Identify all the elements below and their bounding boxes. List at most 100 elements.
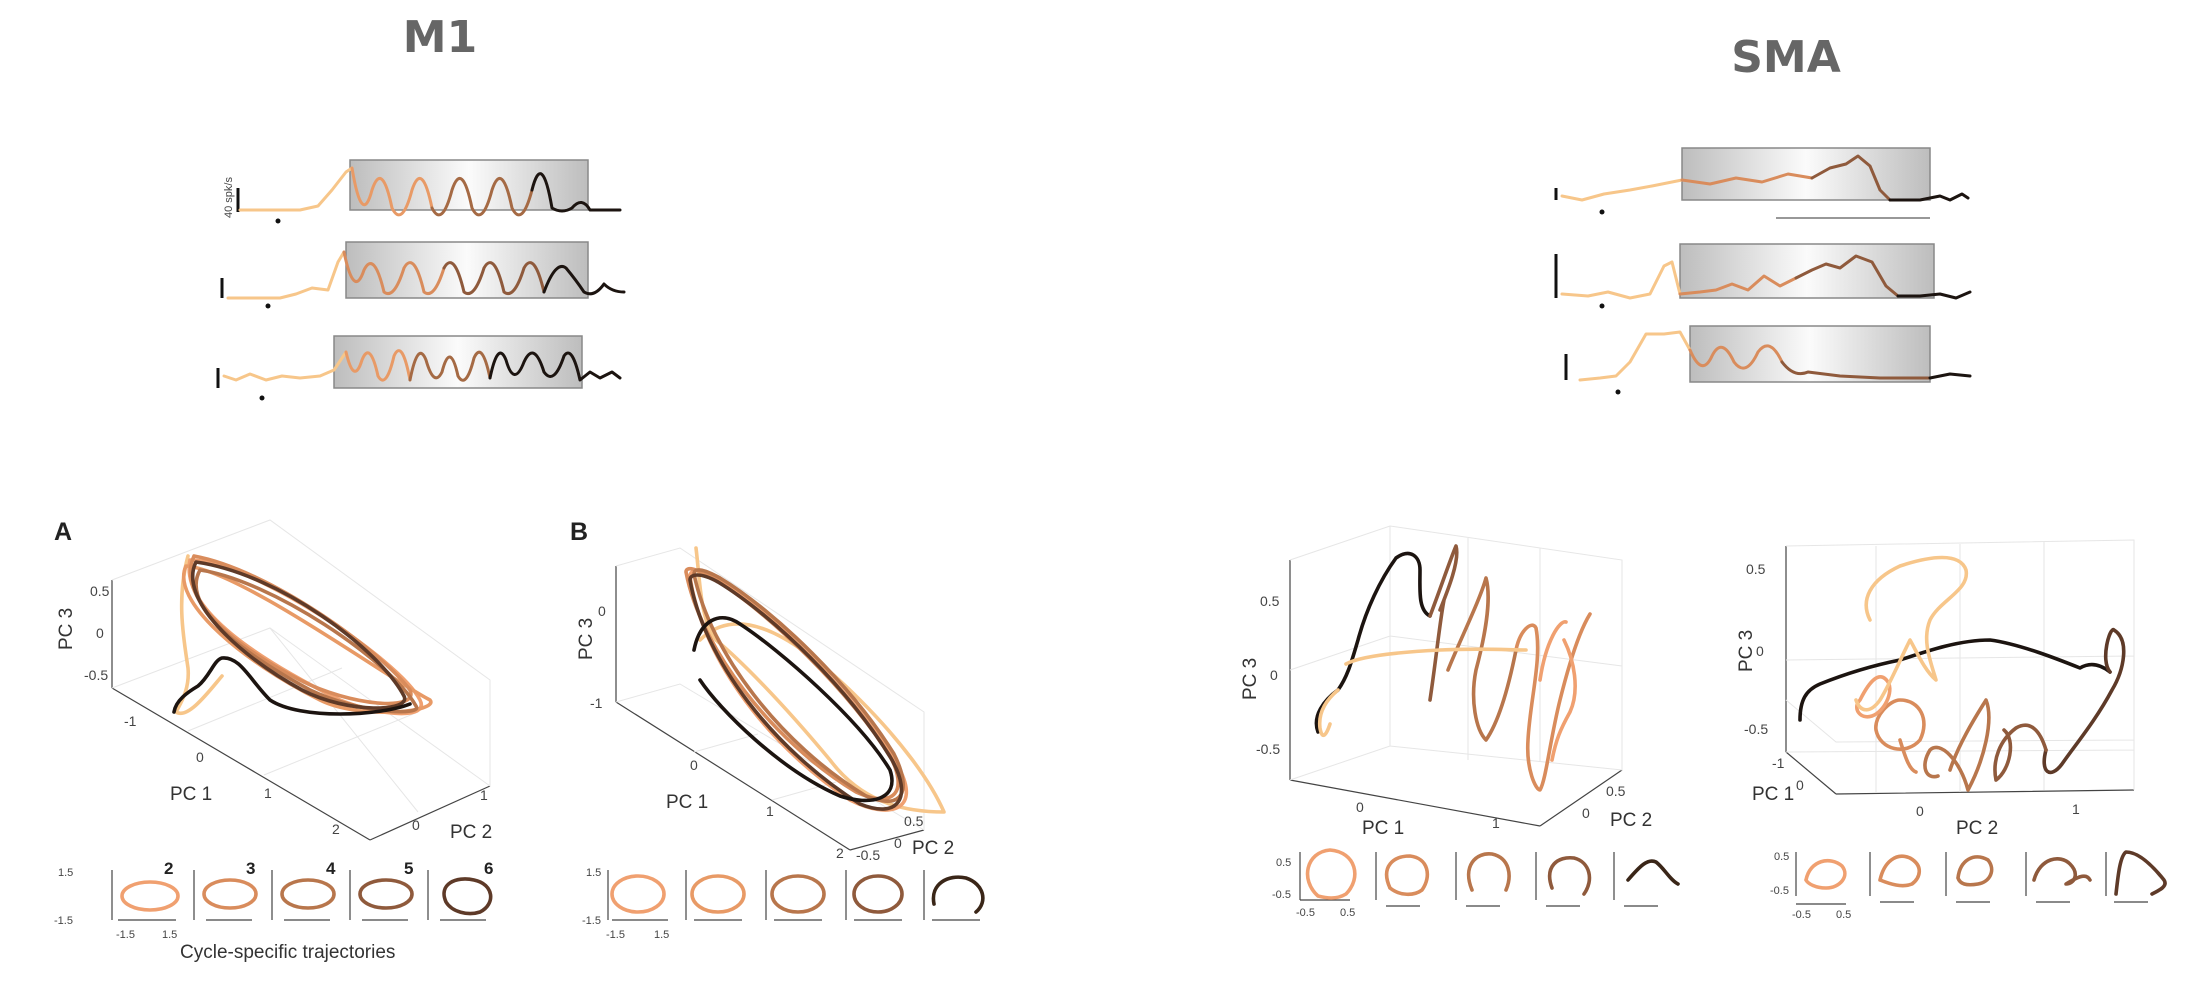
panel-d: 0.5 0 -0.5 PC 3 -1 0 PC 1 0 1 PC 2 — [1736, 539, 2135, 839]
panel-b-ytick-2: 0 — [894, 835, 902, 851]
sma-rate-trace-3c — [1780, 360, 1932, 380]
sma-rate-row-2 — [1554, 243, 1972, 309]
panel-b-traj-4 — [692, 568, 905, 803]
mini-b-ytick-1: 1.5 — [586, 867, 601, 879]
panel-d-traj-7 — [1854, 555, 1968, 712]
panel-c-ztick-1: 0.5 — [1260, 593, 1280, 609]
panel-c-ytick-1: 0 — [1582, 805, 1590, 821]
mini-d-xtick-1: -0.5 — [1792, 909, 1811, 921]
mini-b-xtick-2: 1.5 — [654, 929, 669, 941]
panel-b-traj-6 — [692, 616, 894, 803]
panel-d-ztick-3: -0.5 — [1744, 721, 1768, 737]
panel-a: A 0.5 0 -0.5 PC 3 -1 0 1 2 PC 1 0 1 PC 2 — [54, 518, 492, 843]
mini-b-loop-1 — [610, 874, 666, 914]
mini-a-loop-3 — [202, 878, 258, 910]
panel-b-axes — [615, 566, 925, 851]
title-m1: M1 — [403, 12, 477, 63]
sma-rate-trace-2d — [1896, 290, 1972, 300]
onset-dot-2 — [265, 303, 271, 309]
panel-c-traj-4 — [1514, 612, 1592, 792]
m1-rate-trace-1c — [430, 176, 534, 217]
panel-c-axes — [1289, 560, 1623, 827]
mini-c-loop-4 — [1548, 856, 1592, 896]
title-sma: SMA — [1731, 32, 1841, 83]
panel-d-ztick-1: 0.5 — [1746, 561, 1766, 577]
panel-a-ytick-1: 0 — [412, 817, 420, 833]
panel-a-xtick-1: -1 — [124, 713, 137, 729]
m1-rate-trace-2d — [542, 265, 626, 296]
sma-rate-trace-3b — [1688, 344, 1784, 370]
mini-d-loop-5 — [2114, 850, 2167, 896]
m1-rate-panels: 40 spk/s — [216, 159, 626, 401]
m1-rate-row-3 — [216, 335, 622, 401]
mini-d-loop-3 — [1956, 855, 1994, 887]
panel-a-ztick-2: 0 — [96, 625, 104, 641]
sma-rate-trace-2b — [1678, 274, 1798, 296]
panel-a-xlabel: PC 1 — [170, 784, 212, 805]
mini-c-loop-5 — [1626, 859, 1680, 886]
panel-d-grid — [1785, 539, 2135, 792]
mini-row-d: 0.5 -0.5 -0.5 0.5 — [1770, 850, 2167, 921]
sma-rate-trace-1 — [1560, 178, 1684, 202]
sma-rate-row-1 — [1554, 147, 1970, 219]
panel-b-xtick-3: 2 — [836, 845, 844, 861]
panel-label-b: B — [570, 518, 588, 546]
panel-a-ylabel: PC 2 — [450, 822, 492, 843]
panel-d-ztick-2: 0 — [1756, 643, 1764, 659]
mini-d-ytick-2: -0.5 — [1770, 885, 1789, 897]
panel-b-xtick-2: 1 — [766, 803, 774, 819]
m1-rate-trace-3c — [408, 350, 492, 382]
mini-c-loop-1 — [1305, 848, 1357, 900]
mini-c-ytick-1: 0.5 — [1276, 857, 1291, 869]
m1-rate-trace-2 — [226, 250, 346, 300]
mini-a-loop-2 — [120, 880, 180, 912]
mini-row-b: 1.5 -1.5 -1.5 1.5 — [582, 867, 985, 941]
mini-a-cycle-4: 4 — [326, 859, 336, 878]
panel-d-zlabel: PC 3 — [1736, 630, 1757, 672]
m1-rate-trace-3d — [488, 351, 622, 382]
panel-c-traj-6 — [1317, 647, 1528, 737]
panel-c-ytick-2: 0.5 — [1606, 783, 1626, 799]
panel-d-ytick-1: -1 — [1772, 755, 1785, 771]
panel-a-traj-7 — [172, 656, 412, 716]
m1-rate-box-2 — [345, 241, 589, 299]
panel-b-xtick-1: 0 — [690, 757, 698, 773]
panel-c-ylabel: PC 2 — [1610, 810, 1652, 831]
panel-b-grid — [615, 547, 925, 831]
panel-d-traj-4 — [1923, 698, 1991, 792]
panel-c-traj-2 — [1428, 544, 1459, 702]
panel-d-axes — [1785, 546, 2135, 795]
mini-c-xtick-1: -0.5 — [1296, 907, 1315, 919]
movement-onset-dot — [275, 218, 281, 224]
panel-a-zlabel: PC 3 — [56, 608, 77, 650]
panel-a-xtick-3: 1 — [264, 785, 272, 801]
mini-a-loop-4 — [280, 878, 336, 910]
mini-c-xtick-2: 0.5 — [1340, 907, 1355, 919]
mini-b-loop-3 — [770, 874, 826, 914]
panel-c-ztick-3: -0.5 — [1256, 741, 1280, 757]
panel-a-traj-1 — [174, 554, 224, 716]
panel-b-ztick-1: 0 — [598, 603, 606, 619]
sma-rate-trace-2c — [1794, 254, 1900, 298]
sma-rate-trace-3 — [1578, 330, 1692, 382]
m1-rate-trace-1 — [238, 166, 354, 212]
sma-rate-row-3 — [1564, 325, 1972, 395]
panel-a-ztick-3: -0.5 — [84, 667, 108, 683]
panel-d-traj-2 — [2042, 628, 2126, 775]
scale-bar-label: 40 spk/s — [223, 177, 235, 218]
m1-rate-row-2 — [220, 241, 626, 309]
panel-d-xtick-1: 0 — [1916, 803, 1924, 819]
mini-b-loop-4 — [852, 874, 904, 914]
panel-c-xlabel: PC 1 — [1362, 818, 1404, 839]
panel-d-xtick-2: 1 — [2072, 801, 2080, 817]
mini-b-xtick-1: -1.5 — [606, 929, 625, 941]
m1-rate-row-1: 40 spk/s — [223, 159, 622, 224]
mini-d-xtick-2: 0.5 — [1836, 909, 1851, 921]
panel-c-traj-5 — [1538, 620, 1577, 762]
m1-rate-trace-2b — [342, 250, 446, 295]
panel-a-ztick-1: 0.5 — [90, 583, 110, 599]
mini-b-ytick-2: -1.5 — [582, 915, 601, 927]
m1-rate-trace-1d — [530, 172, 622, 213]
panel-c-zlabel: PC 3 — [1240, 658, 1261, 700]
